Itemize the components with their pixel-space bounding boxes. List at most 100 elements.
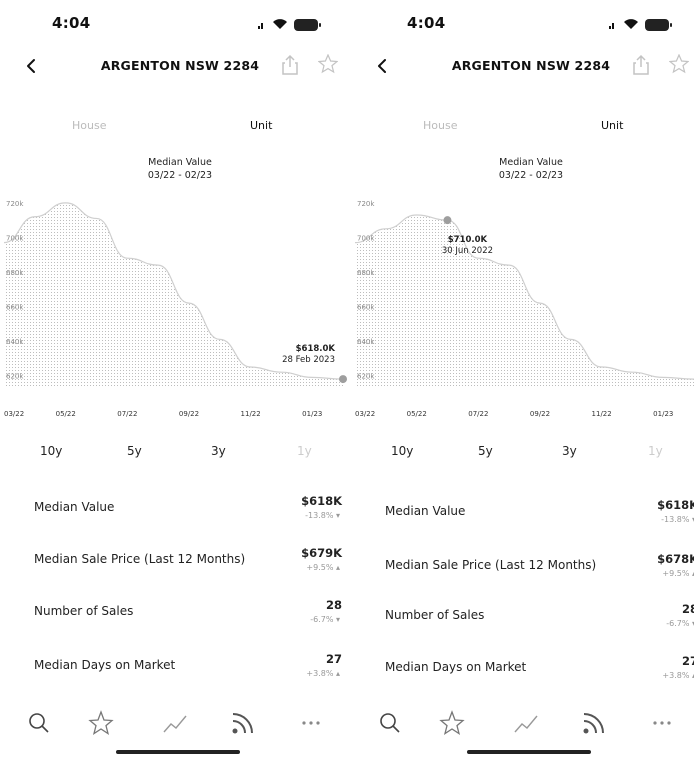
share-icon[interactable]: [282, 54, 298, 76]
chart-title-line: Median Value: [499, 157, 563, 168]
segment-house[interactable]: House: [72, 119, 107, 132]
y-tick-label: 660k: [6, 304, 24, 312]
status-icons: [258, 18, 334, 32]
x-tick-label: 05/22: [56, 410, 76, 418]
y-tick-label: 620k: [357, 373, 375, 381]
status-time: 4:04: [52, 14, 91, 32]
back-chevron-icon[interactable]: [375, 58, 389, 74]
stat-median-value[interactable]: Median Value $618K -13.8% ▾: [0, 494, 347, 534]
stat-median-days-on-market[interactable]: Median Days on Market 27 +3.8% ▴: [351, 654, 694, 694]
y-tick-label: 720k: [357, 200, 375, 208]
x-tick-label: 01/23: [653, 410, 673, 418]
stat-label: Median Sale Price (Last 12 Months): [385, 558, 597, 572]
favourite-star-icon[interactable]: [669, 54, 689, 74]
star-icon[interactable]: [88, 710, 114, 736]
annotation-date: 30 Jun 2022: [442, 246, 493, 256]
x-tick-label: 09/22: [179, 410, 199, 418]
stat-label: Median Days on Market: [385, 660, 527, 674]
x-tick-label: 11/22: [241, 410, 261, 418]
home-indicator[interactable]: [467, 750, 591, 754]
stat-number-of-sales[interactable]: Number of Sales 28 -6.7% ▾: [351, 602, 694, 642]
more-icon[interactable]: [298, 710, 324, 736]
x-tick-label: 11/22: [592, 410, 612, 418]
y-tick-label: 680k: [6, 269, 24, 277]
chart-title: Median Value 03/22 - 02/23: [100, 156, 260, 182]
selected-point-marker[interactable]: [443, 216, 452, 225]
search-icon[interactable]: [377, 710, 403, 736]
range-10y[interactable]: 10y: [40, 444, 63, 458]
stat-median-days-on-market[interactable]: Median Days on Market 27 +3.8% ▴: [0, 652, 347, 692]
signal-icon: [609, 21, 617, 29]
signal-icon: [258, 21, 266, 29]
stat-label: Median Days on Market: [34, 658, 176, 672]
segment-unit[interactable]: Unit: [250, 119, 273, 132]
series-line-median-value: [354, 214, 694, 380]
range-1y[interactable]: 1y: [297, 444, 312, 458]
wifi-icon: [273, 19, 287, 29]
stat-change: +3.8% ▴: [306, 669, 340, 678]
stat-label: Median Value: [385, 504, 466, 518]
annotation-value: $710.0K: [448, 235, 488, 245]
stat-median-value[interactable]: Median Value $618K -13.8% ▾: [351, 498, 694, 538]
stat-number-of-sales[interactable]: Number of Sales 28 -6.7% ▾: [0, 598, 347, 638]
stat-change: -13.8% ▾: [661, 515, 694, 524]
stat-median-sale-price[interactable]: Median Sale Price (Last 12 Months) $678K…: [351, 552, 694, 592]
stat-median-sale-price[interactable]: Median Sale Price (Last 12 Months) $679K…: [0, 546, 347, 586]
range-5y[interactable]: 5y: [127, 444, 142, 458]
y-tick-label: 640k: [357, 338, 375, 346]
range-3y[interactable]: 3y: [211, 444, 226, 458]
battery-icon: [645, 19, 672, 31]
time-range-selector[interactable]: 10y 5y 3y 1y: [351, 444, 694, 464]
range-10y[interactable]: 10y: [391, 444, 414, 458]
range-1y[interactable]: 1y: [648, 444, 663, 458]
segment-unit[interactable]: Unit: [601, 119, 624, 132]
feed-icon[interactable]: [230, 710, 256, 736]
stat-value: $618K: [301, 494, 342, 508]
wifi-icon: [624, 19, 638, 29]
chart-title: Median Value 03/22 - 02/23: [451, 156, 611, 182]
x-tick-label: 01/23: [302, 410, 322, 418]
share-icon[interactable]: [633, 54, 649, 76]
back-chevron-icon[interactable]: [24, 58, 38, 74]
stat-value: 27: [681, 654, 694, 668]
search-icon[interactable]: [26, 710, 52, 736]
chart-area-fill: [4, 202, 343, 386]
y-tick-label: 620k: [6, 373, 24, 381]
feed-icon[interactable]: [581, 710, 607, 736]
y-tick-label: 680k: [357, 269, 375, 277]
y-tick-label: 660k: [357, 304, 375, 312]
range-5y[interactable]: 5y: [478, 444, 493, 458]
stat-value: 27: [325, 652, 342, 666]
bottom-tab-bar: [0, 710, 347, 744]
stat-value: $679K: [301, 546, 342, 560]
star-icon[interactable]: [439, 710, 465, 736]
stat-change: -6.7% ▾: [666, 619, 694, 628]
x-tick-label: 03/22: [4, 410, 24, 418]
segment-house[interactable]: House: [423, 119, 458, 132]
time-range-selector[interactable]: 10y 5y 3y 1y: [0, 444, 347, 464]
phone-screen-left: 4:04 ARGENTON NSW 2284 House Unit Median…: [0, 14, 347, 754]
selected-point-marker[interactable]: [339, 375, 347, 384]
chart-date-range: 03/22 - 02/23: [498, 170, 564, 181]
stat-label: Number of Sales: [34, 604, 134, 618]
annotation-value: $618.0K: [296, 344, 336, 354]
range-3y[interactable]: 3y: [562, 444, 577, 458]
property-type-segment[interactable]: House Unit: [351, 116, 694, 138]
stat-change: -6.7% ▾: [310, 615, 340, 624]
more-icon[interactable]: [649, 710, 675, 736]
y-tick-label: 700k: [357, 234, 375, 242]
battery-icon: [294, 19, 321, 31]
median-value-chart[interactable]: 620k 640k 660k 680k 700k 720k 03/22 05/22 07/22 0…: [0, 190, 347, 420]
x-tick-label: 07/22: [468, 410, 488, 418]
favourite-star-icon[interactable]: [318, 54, 338, 74]
trend-icon[interactable]: [513, 710, 539, 736]
page-title: ARGENTON NSW 2284: [100, 58, 260, 73]
property-type-segment[interactable]: House Unit: [0, 116, 347, 138]
home-indicator[interactable]: [116, 750, 240, 754]
median-value-chart[interactable]: 620k 640k 660k 680k 700k 720k 03/22 05/22 07/22 0…: [351, 190, 694, 420]
trend-icon[interactable]: [162, 710, 188, 736]
annotation-date: 28 Feb 2023: [282, 355, 335, 365]
x-tick-label: 09/22: [530, 410, 550, 418]
stat-change: +3.8% ▴: [662, 671, 694, 680]
y-tick-label: 720k: [6, 200, 24, 208]
